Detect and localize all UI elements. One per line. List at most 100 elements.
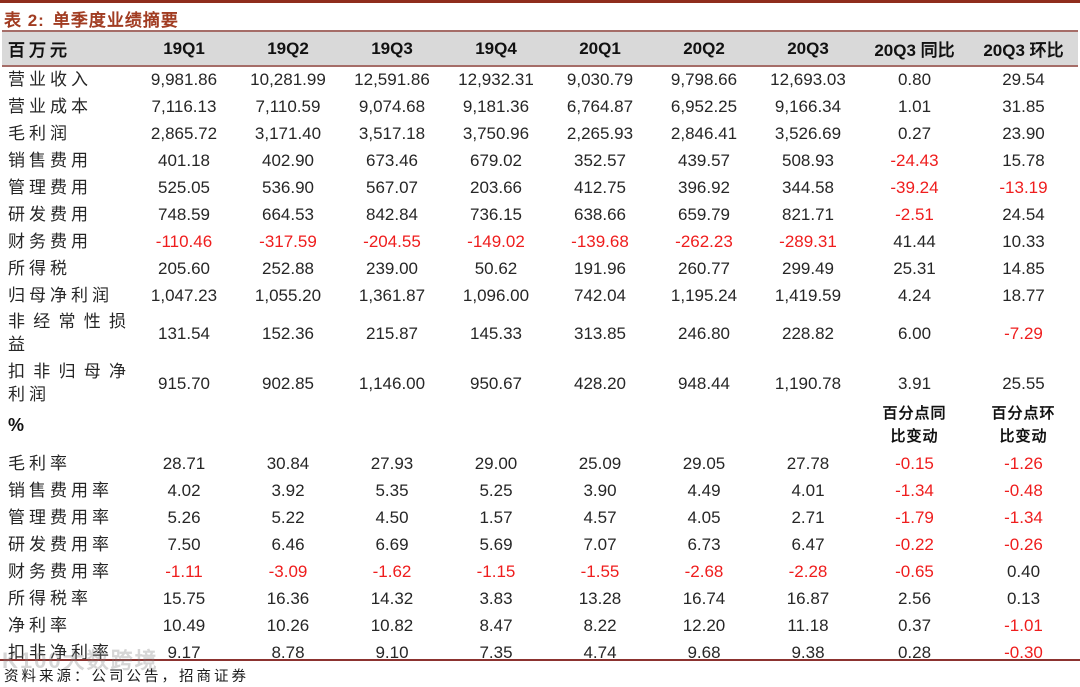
row-label: 扣非归母净利润: [8, 362, 130, 405]
value-cell: 260.77: [678, 259, 730, 279]
table-row: 毛利润 2,865.72 3,171.40 3,517.18 3,750.96 2,265…: [2, 121, 1078, 148]
value-cell: 3,517.18: [358, 124, 426, 144]
value-cell: 3.92: [271, 481, 305, 501]
value-cell: -3.09: [268, 562, 308, 582]
value-cell: 6,952.25: [670, 97, 738, 117]
percent-unit-header: %: [8, 415, 25, 435]
value-cell: 12,932.31: [458, 70, 534, 90]
table-row: 所得税率 15.75 16.36 14.32 3.83 13.28 16.74 16.87 2.…: [2, 586, 1078, 613]
value-cell: 842.84: [366, 205, 418, 225]
value-cell: 1,055.20: [254, 285, 322, 305]
value-cell: 6,764.87: [566, 97, 634, 117]
unit-header: 百万元: [2, 30, 132, 67]
value-cell: 29.00: [474, 454, 518, 474]
header-row: 百万元 19Q1 19Q2 19Q3 19Q4 20Q1 20Q2 20Q3 2…: [2, 30, 1078, 67]
table-row: 毛利率 28.71 30.84 27.93 29.00 25.09 29.05 27.78 -0…: [2, 451, 1078, 478]
value-cell: 131.54: [158, 324, 210, 344]
table-row: 研发费用 748.59 664.53 842.84 736.15 638.66 659.79…: [2, 202, 1078, 229]
table-row: 财务费用 -110.46 -317.59 -204.55 -149.02 -139.68 -…: [2, 229, 1078, 256]
value-cell: 14.85: [1002, 259, 1045, 279]
row-label: 毛利润: [8, 123, 71, 143]
row-label: 扣非净利率: [8, 642, 113, 662]
value-cell: 6.46: [271, 535, 305, 555]
value-cell: 252.88: [262, 259, 314, 279]
value-cell: 1,190.78: [774, 374, 842, 394]
value-cell: 4.24: [897, 285, 932, 305]
value-cell: 313.85: [574, 324, 626, 344]
value-cell: -2.28: [788, 562, 828, 582]
value-cell: 10.33: [1002, 232, 1045, 252]
value-cell: 239.00: [366, 259, 418, 279]
value-cell: 2,865.72: [150, 124, 218, 144]
value-cell: 6.47: [791, 535, 825, 555]
table-row: 管理费用 525.05 536.90 567.07 203.66 412.75 396.92…: [2, 175, 1078, 202]
value-cell: 401.18: [158, 151, 210, 171]
value-cell: 0.13: [1006, 589, 1041, 609]
table-row: 归母净利润 1,047.23 1,055.20 1,361.87 1,096.00 742…: [2, 283, 1078, 310]
value-cell: 6.00: [897, 324, 932, 344]
value-cell: -1.15: [476, 562, 516, 582]
value-cell: 10.26: [266, 616, 310, 636]
value-cell: 6.73: [687, 535, 721, 555]
row-label: 研发费用率: [8, 534, 113, 554]
row-label: 归母净利润: [8, 285, 113, 305]
value-cell: -39.24: [890, 178, 939, 198]
percent-yoy-header: 百分点同比变动: [882, 406, 947, 445]
value-cell: 3.83: [479, 589, 513, 609]
value-cell: 25.09: [578, 454, 622, 474]
value-cell: 1,047.23: [150, 285, 218, 305]
table-row: 销售费用率 4.02 3.92 5.35 5.25 3.90 4.49 4.01 -1.34 -0…: [2, 478, 1078, 505]
value-cell: 14.32: [370, 589, 414, 609]
value-cell: 3.91: [897, 374, 932, 394]
value-cell: 191.96: [574, 259, 626, 279]
value-cell: 508.93: [782, 151, 834, 171]
col-header-qoq: 20Q3 环比: [969, 30, 1078, 67]
value-cell: 902.85: [262, 374, 314, 394]
value-cell: -139.68: [571, 232, 629, 252]
value-cell: -262.23: [675, 232, 733, 252]
value-cell: 1.01: [897, 97, 932, 117]
value-cell: 12,693.03: [770, 70, 846, 90]
value-cell: 2,846.41: [670, 124, 738, 144]
value-cell: 396.92: [678, 178, 730, 198]
value-cell: 25.55: [1002, 374, 1045, 394]
value-cell: 228.82: [782, 324, 834, 344]
value-cell: 9,181.36: [462, 97, 530, 117]
value-cell: -2.68: [684, 562, 724, 582]
value-cell: -1.79: [895, 508, 934, 528]
percent-header-spacer: [132, 400, 860, 451]
bottom-rule: [0, 659, 1080, 661]
main-table-container: 百万元 19Q1 19Q2 19Q3 19Q4 20Q1 20Q2 20Q3 2…: [2, 30, 1078, 409]
value-cell: 1.57: [479, 508, 513, 528]
value-cell: 9.68: [687, 643, 721, 663]
value-cell: 15.78: [1002, 151, 1045, 171]
value-cell: 1,361.87: [358, 285, 426, 305]
quarterly-results-table: 百万元 19Q1 19Q2 19Q3 19Q4 20Q1 20Q2 20Q3 2…: [2, 30, 1078, 409]
value-cell: 4.05: [687, 508, 721, 528]
value-cell: 428.20: [574, 374, 626, 394]
col-header-19q2: 19Q2: [236, 30, 340, 67]
value-cell: 1,146.00: [358, 374, 426, 394]
value-cell: 664.53: [262, 205, 314, 225]
value-cell: -7.29: [1004, 324, 1043, 344]
table-row: 扣非归母净利润 915.70 902.85 1,146.00 950.67 428.20 9…: [2, 359, 1078, 409]
row-label: 净利率: [8, 615, 71, 635]
value-cell: 439.57: [678, 151, 730, 171]
value-cell: -1.62: [372, 562, 412, 582]
value-cell: 352.57: [574, 151, 626, 171]
value-cell: -110.46: [155, 232, 213, 252]
value-cell: 203.66: [470, 178, 522, 198]
percent-ratios-table: % 百分点同比变动 百分点环比变动 毛利率 28.71 30.84 27.93 29.0…: [2, 400, 1078, 667]
value-cell: 2.71: [791, 508, 825, 528]
value-cell: 9,030.79: [566, 70, 634, 90]
value-cell: 402.90: [262, 151, 314, 171]
value-cell: 9,074.68: [358, 97, 426, 117]
table-row: 扣非净利率 9.17 8.78 9.10 7.35 4.74 9.68 9.38 0.28 -0.…: [2, 640, 1078, 667]
value-cell: -0.15: [895, 454, 934, 474]
value-cell: 152.36: [262, 324, 314, 344]
value-cell: 0.37: [897, 616, 932, 636]
value-cell: 18.77: [1002, 285, 1045, 305]
value-cell: 5.26: [167, 508, 201, 528]
value-cell: 567.07: [366, 178, 418, 198]
value-cell: 4.49: [687, 481, 721, 501]
